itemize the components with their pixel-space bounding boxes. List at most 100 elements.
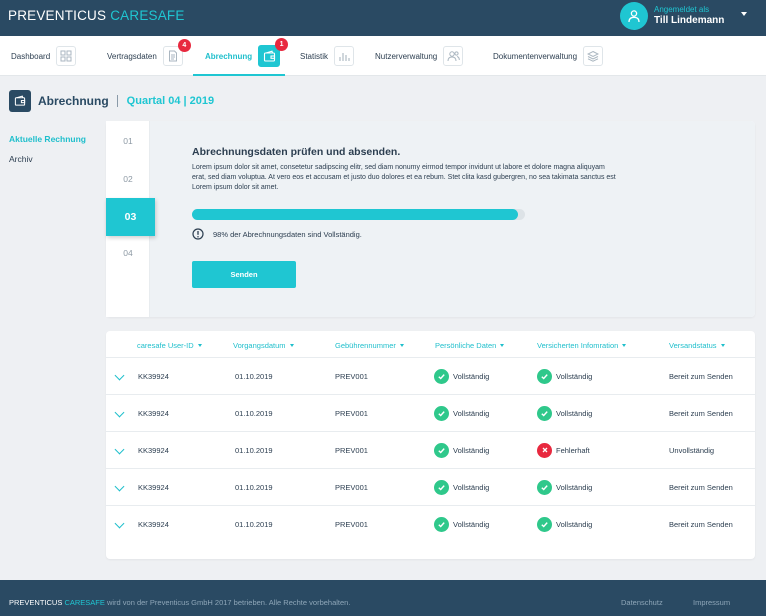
quarter-label: Quartal 04 | 2019 bbox=[126, 95, 215, 107]
cell-personal-data: Vollständig bbox=[434, 469, 489, 505]
cell-personal-data: Vollständig bbox=[434, 506, 489, 542]
expand-chevron-icon[interactable] bbox=[114, 444, 125, 455]
users-icon bbox=[443, 46, 464, 66]
user-avatar-icon[interactable] bbox=[620, 2, 648, 30]
expand-chevron-icon[interactable] bbox=[114, 407, 125, 418]
check-circle-icon bbox=[434, 516, 449, 532]
sidebar-item-aktuelle-rechnung[interactable]: Aktuelle Rechnung bbox=[9, 134, 86, 144]
status-text: Vollständig bbox=[453, 482, 490, 492]
column-header-label: Gebührennummer bbox=[335, 341, 396, 350]
table-row[interactable]: KK39924 01.10.2019 PREV001 Vollständig Fehle… bbox=[106, 431, 755, 468]
expand-chevron-icon[interactable] bbox=[114, 518, 125, 529]
title-divider bbox=[116, 95, 118, 107]
check-circle-icon bbox=[434, 368, 449, 384]
table-row[interactable]: KK39924 01.10.2019 PREV001 Vollständig Volls… bbox=[106, 505, 755, 542]
wallet-icon bbox=[9, 90, 31, 112]
table-row[interactable]: KK39924 01.10.2019 PREV001 Vollständig Volls… bbox=[106, 394, 755, 431]
cell-date: 01.10.2019 bbox=[235, 371, 273, 381]
status-text: Vollständig bbox=[453, 408, 490, 418]
cell-shipping-status: Bereit zum Senden bbox=[669, 371, 733, 381]
column-header-personal-data[interactable]: Persönliche Daten bbox=[435, 341, 505, 350]
footer-link-impressum[interactable]: Impressum bbox=[693, 598, 731, 607]
cell-fee-number: PREV001 bbox=[335, 482, 368, 492]
check-circle-icon bbox=[537, 479, 552, 495]
cell-date: 01.10.2019 bbox=[235, 482, 273, 492]
cell-shipping-status: Bereit zum Senden bbox=[669, 408, 733, 418]
column-header-label: Persönliche Daten bbox=[435, 341, 497, 350]
expand-chevron-icon[interactable] bbox=[114, 481, 125, 492]
notification-badge: 4 bbox=[177, 39, 191, 52]
cell-date: 01.10.2019 bbox=[235, 519, 273, 529]
cell-user-id: KK39924 bbox=[138, 408, 169, 418]
status-text: Fehlerhaft bbox=[556, 445, 590, 455]
billing-table: caresafe User-ID Vorgangsdatum Gebührenn… bbox=[106, 331, 755, 559]
user-name: Till Lindemann bbox=[654, 15, 725, 26]
column-header-user-id[interactable]: caresafe User-ID bbox=[137, 341, 202, 350]
brand-logo[interactable]: PREVENTICUS CARESAFE bbox=[8, 8, 185, 23]
error-circle-icon bbox=[537, 442, 552, 458]
check-circle-icon bbox=[434, 405, 449, 421]
column-header-label: caresafe User-ID bbox=[137, 341, 194, 350]
review-description: Lorem ipsum dolor sit amet, consetetur s… bbox=[192, 164, 616, 192]
user-info[interactable]: Angemeldet als Till Lindemann bbox=[654, 5, 724, 26]
nav-label: Vertragsdaten bbox=[107, 51, 157, 61]
footer: PREVENTICUS CARESAFE wird von der Preven… bbox=[0, 580, 766, 616]
user-menu-chevron-down-icon[interactable] bbox=[741, 12, 747, 16]
nav-item-statistik[interactable]: Statistik bbox=[300, 36, 355, 76]
cell-date: 01.10.2019 bbox=[235, 408, 273, 418]
cell-user-id: KK39924 bbox=[138, 482, 169, 492]
nav-item-nutzerverwaltung[interactable]: Nutzerverwaltung bbox=[375, 36, 464, 76]
top-bar: PREVENTICUS CARESAFE Angemeldet als Till … bbox=[0, 0, 766, 36]
sidebar-item-archiv[interactable]: Archiv bbox=[9, 154, 33, 164]
status-text: Vollständig bbox=[453, 519, 490, 529]
expand-chevron-icon[interactable] bbox=[114, 370, 125, 381]
cell-personal-data: Vollständig bbox=[434, 358, 489, 394]
nav-item-abrechnung[interactable]: Abrechnung 1 bbox=[205, 36, 289, 76]
cell-insured-info: Vollständig bbox=[537, 469, 592, 505]
cell-shipping-status: Bereit zum Senden bbox=[669, 519, 733, 529]
column-header-date[interactable]: Vorgangsdatum bbox=[233, 341, 294, 350]
step-04[interactable]: 04 bbox=[123, 248, 133, 258]
cell-user-id: KK39924 bbox=[138, 519, 169, 529]
cell-fee-number: PREV001 bbox=[335, 519, 368, 529]
page-header: Abrechnung Quartal 04 | 2019 bbox=[9, 90, 214, 112]
cell-insured-info: Vollständig bbox=[537, 358, 592, 394]
cell-user-id: KK39924 bbox=[138, 445, 169, 455]
progress-bar bbox=[192, 209, 525, 220]
send-button[interactable]: Senden bbox=[192, 261, 296, 288]
progress-bar-fill bbox=[192, 209, 519, 220]
cell-fee-number: PREV001 bbox=[335, 408, 368, 418]
status-text: Vollständig bbox=[556, 408, 593, 418]
table-row[interactable]: KK39924 01.10.2019 PREV001 Vollständig Volls… bbox=[106, 468, 755, 505]
column-header-label: Vorgangsdatum bbox=[233, 341, 286, 350]
step-03[interactable]: 03 bbox=[106, 198, 155, 236]
column-header-insured-info[interactable]: Versicherten Infomration bbox=[537, 341, 627, 350]
footer-text: wird von der Preventicus GmbH 2017 betri… bbox=[104, 598, 351, 607]
step-02[interactable]: 02 bbox=[123, 174, 133, 184]
page-title: Abrechnung bbox=[38, 94, 109, 108]
nav-item-dokumentenverwaltung[interactable]: Dokumentenverwaltung bbox=[493, 36, 604, 76]
sort-caret-icon bbox=[500, 344, 505, 347]
column-header-fee-number[interactable]: Gebührennummer bbox=[335, 341, 404, 350]
status-text: Vollständig bbox=[453, 445, 490, 455]
progress-note: 98% der Abrechnungsdaten sind Vollständi… bbox=[192, 228, 362, 240]
sort-caret-icon bbox=[622, 344, 627, 347]
nav-item-dashboard[interactable]: Dashboard bbox=[11, 36, 77, 76]
sort-caret-icon bbox=[289, 344, 294, 347]
cell-date: 01.10.2019 bbox=[235, 445, 273, 455]
column-header-label: Versicherten Infomration bbox=[537, 341, 619, 350]
cell-fee-number: PREV001 bbox=[335, 445, 368, 455]
footer-brand-accent: CARESAFE bbox=[64, 598, 105, 607]
column-header-shipping-status[interactable]: Versandstatus bbox=[669, 341, 725, 350]
nav-label: Dokumentenverwaltung bbox=[493, 51, 578, 61]
step-01[interactable]: 01 bbox=[123, 136, 133, 146]
nav-item-vertragsdaten[interactable]: Vertragsdaten 4 bbox=[107, 36, 191, 76]
bar-chart-icon bbox=[334, 46, 355, 66]
active-nav-indicator bbox=[193, 74, 285, 76]
footer-link-datenschutz[interactable]: Datenschutz bbox=[621, 598, 663, 607]
table-row[interactable]: KK39924 01.10.2019 PREV001 Vollständig Volls… bbox=[106, 357, 755, 394]
check-circle-icon bbox=[537, 405, 552, 421]
nav-label: Abrechnung bbox=[205, 51, 253, 61]
cell-insured-info: Vollständig bbox=[537, 506, 592, 542]
cell-shipping-status: Unvollständig bbox=[669, 445, 715, 455]
